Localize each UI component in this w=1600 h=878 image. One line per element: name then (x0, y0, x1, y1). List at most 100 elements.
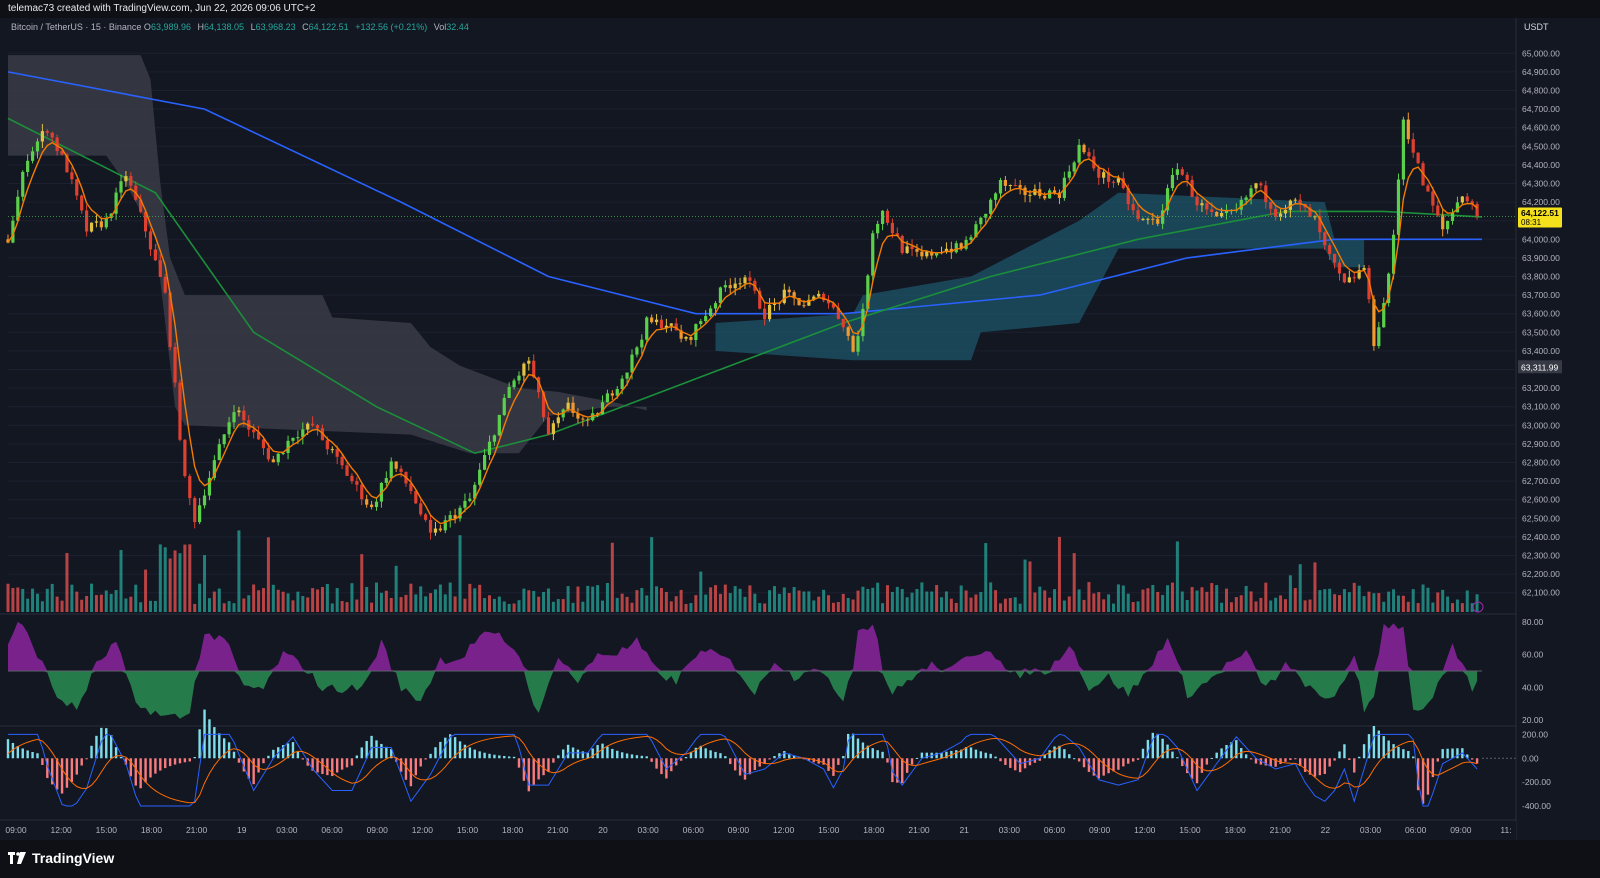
volume-bar (625, 596, 629, 612)
volume-bar (1441, 589, 1445, 612)
volume-bar (502, 601, 506, 612)
macd-histogram-bar (355, 755, 359, 759)
volume-bar (104, 590, 108, 612)
macd-histogram-bar (1343, 744, 1346, 759)
volume-bar (817, 596, 821, 612)
candle-body (541, 392, 546, 418)
volume-bar (158, 544, 162, 612)
volume-bar (448, 582, 452, 612)
volume-bar (65, 553, 69, 612)
macd-histogram-bar (1063, 749, 1066, 759)
macd-histogram-bar (1181, 758, 1184, 767)
macd-histogram-bar (1362, 744, 1366, 759)
volume-bar (768, 590, 772, 612)
candle-body (1185, 174, 1189, 180)
candle-body (527, 360, 531, 364)
volume-bar (674, 596, 678, 612)
candle-body (645, 317, 649, 340)
volume-bar (1362, 596, 1366, 612)
candle-body (1102, 172, 1106, 178)
macd-histogram-bar (1279, 758, 1282, 764)
macd-histogram-bar (1190, 758, 1194, 779)
macd-histogram-bar (1053, 746, 1056, 759)
volume-bar (379, 592, 383, 612)
tradingview-logo[interactable]: TradingView (8, 850, 114, 866)
macd-histogram-bar (1156, 733, 1159, 759)
candle-body (1067, 171, 1071, 178)
macd-histogram-bar (503, 756, 506, 759)
macd-histogram-bar (1117, 758, 1120, 770)
macd-histogram-bar (267, 755, 270, 759)
volume-bar (998, 603, 1002, 612)
macd-histogram-bar (1328, 758, 1331, 767)
rsi-tick-label: 20.00 (1522, 715, 1544, 725)
close-label: C (302, 22, 309, 32)
volume-bar (188, 544, 192, 612)
volume-bar (802, 591, 806, 612)
macd-histogram-bar (449, 734, 452, 759)
candle-body (895, 233, 899, 236)
candle-body (158, 260, 162, 277)
volume-bar (507, 603, 511, 612)
volume-bar (782, 587, 786, 612)
fast-ma-layer (7, 141, 1478, 525)
chart-frame[interactable] (0, 18, 1600, 840)
candle-body (497, 414, 501, 436)
ma-fast-line (7, 141, 1478, 525)
macd-histogram-bar (222, 738, 226, 759)
candle-body (355, 481, 359, 485)
macd-histogram-bar (901, 758, 904, 784)
volume-bar (910, 592, 914, 612)
macd-histogram-bar (684, 757, 688, 759)
macd-histogram-bar (964, 747, 968, 759)
volume-bar (743, 596, 747, 612)
volume-bar (148, 600, 152, 612)
macd-histogram-bar (994, 756, 997, 759)
volume-bar (35, 593, 39, 612)
macd-histogram-bar (640, 755, 644, 759)
macd-histogram-bar (41, 758, 44, 765)
candle-body (792, 292, 796, 299)
volume-bar (561, 599, 565, 612)
symbol-name[interactable]: Bitcoin / TetherUS · 15 · Binance (11, 22, 142, 32)
volume-bar (1161, 595, 1165, 612)
candle-body (394, 461, 398, 469)
volume-bar (925, 591, 929, 612)
candle-body (1141, 218, 1145, 220)
volume-bar (129, 596, 133, 612)
candle-body (1008, 185, 1012, 187)
candle-body (551, 423, 555, 435)
macd-histogram-bar (910, 758, 914, 765)
macd-histogram-bar (1470, 758, 1474, 760)
volume-bar (252, 584, 256, 612)
volume-bar (217, 588, 221, 612)
candle-body (325, 440, 329, 450)
candle-body (55, 137, 59, 152)
macd-histogram-bar (154, 758, 157, 774)
macd-histogram-bar (345, 758, 349, 768)
candle-body (276, 453, 280, 463)
macd-histogram-bar (935, 752, 938, 759)
volume-bar (827, 595, 831, 612)
macd-tick-label: -400.00 (1522, 801, 1551, 811)
candle-body (1161, 210, 1165, 224)
volume-bar (222, 603, 226, 612)
price-tick-label: 63,700.00 (1522, 290, 1560, 300)
volume-bar (1475, 594, 1479, 612)
macd-histogram-bar (1205, 758, 1209, 765)
macd-histogram-bar (979, 751, 983, 759)
candle-body (311, 423, 315, 426)
macd-histogram-bar (1412, 756, 1415, 759)
volume-bar (1195, 590, 1199, 612)
candle-body (650, 317, 654, 323)
candle-body (306, 423, 310, 430)
chart-canvas[interactable]: USDT 65,000.00 64,900.00 64,800.00 64,700.00… (0, 18, 1600, 840)
price-tick-label: 62,700.00 (1522, 476, 1560, 486)
macd-histogram-bar (689, 751, 693, 759)
volume-bar (1387, 591, 1391, 612)
time-tick-label: 18:00 (502, 825, 524, 835)
volume-bar (178, 553, 182, 612)
volume-bar (1279, 595, 1283, 612)
macd-histogram-bar (1269, 758, 1272, 767)
candle-body (635, 347, 639, 355)
